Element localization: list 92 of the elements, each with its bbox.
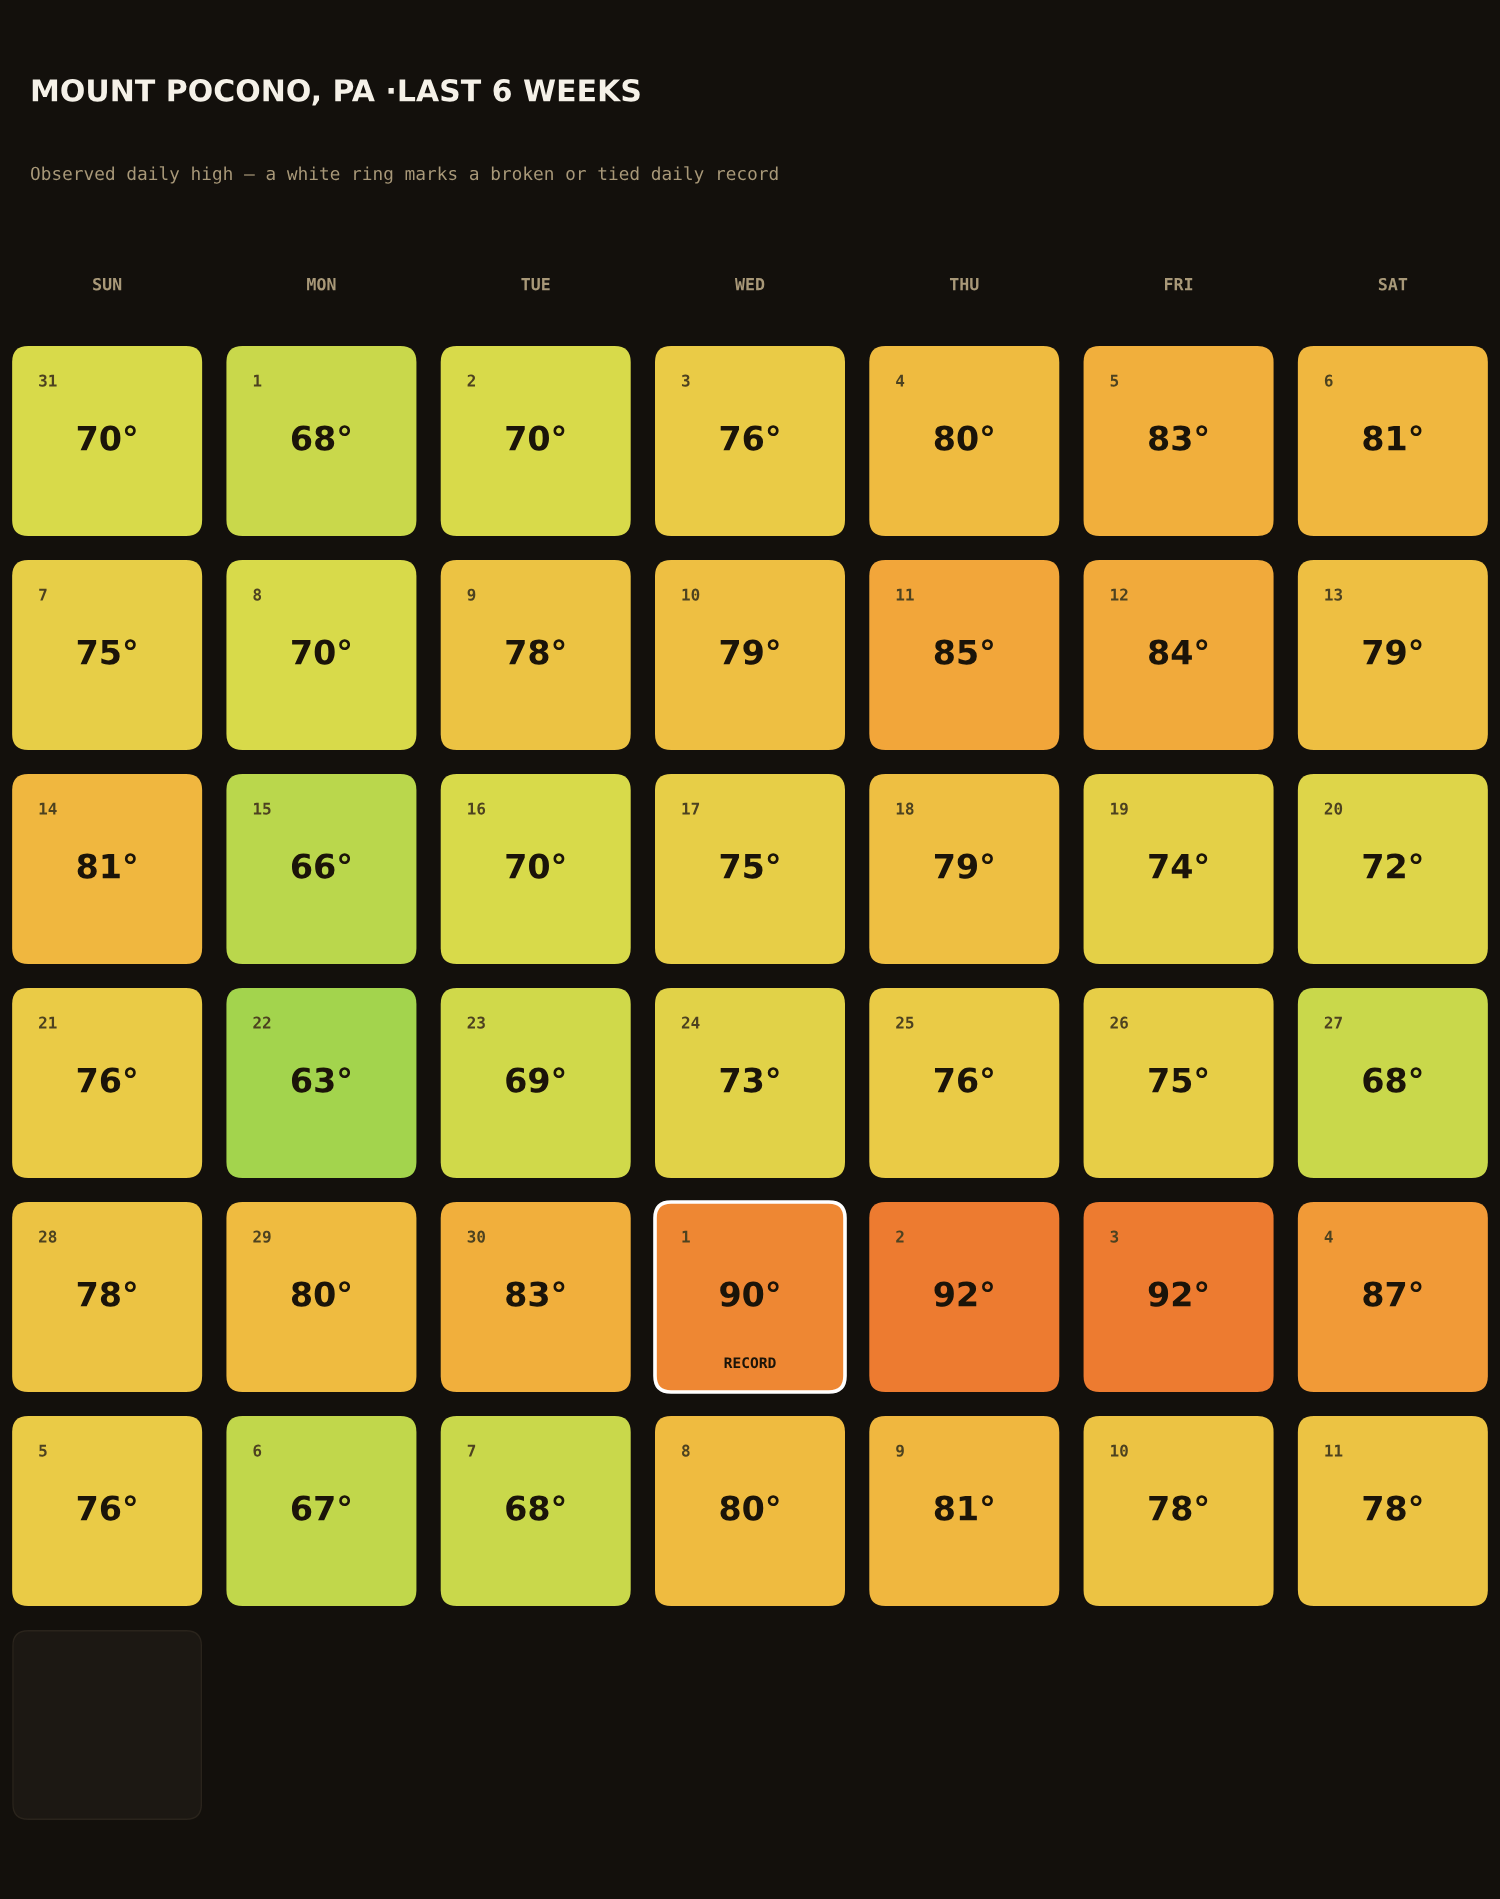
annotation: 7 [39,588,47,601]
data-label: 78° [1149,1495,1208,1521]
chart-subtitle: Observed daily high — a white ring marks a broken or tied daily record [31,166,778,184]
data-label: 79° [720,639,779,665]
annotation: 13 [1325,588,1343,601]
data-label: 87° [1363,1281,1422,1307]
data-label: 66° [291,853,351,879]
data-label: 68° [1363,1067,1422,1093]
data-label: 68° [291,425,351,451]
data-label: 80° [291,1281,351,1307]
data-label: 79° [1363,639,1422,665]
data-label: 76° [77,1495,136,1521]
data-label: 84° [1149,639,1208,665]
annotation: 19 [1111,802,1128,815]
annotation: 6 [253,1444,262,1457]
chart-title: MOUNT POCONO, PA ·LAST 6 WEEKS [32,79,640,106]
annotation: 4 [896,374,905,387]
x-tick-label: THU [949,278,979,291]
annotation: 29 [253,1230,271,1243]
annotation: 1 [253,374,262,387]
data-label: 78° [77,1281,136,1307]
annotation: 26 [1110,1016,1128,1029]
data-label: 81° [77,853,136,879]
annotation: 25 [896,1016,914,1029]
annotation: 7 [467,1444,476,1457]
data-label: 80° [720,1495,779,1521]
data-label: 74° [1149,853,1208,879]
annotation: 30 [467,1230,485,1243]
data-label: 76° [77,1067,136,1093]
annotation: 3 [681,374,690,387]
annotation: 16 [468,802,486,815]
x-tick-label: FRI [1165,278,1193,291]
annotation: 5 [39,1444,47,1457]
data-label: 92° [1148,1281,1208,1307]
data-label: 81° [1363,425,1422,451]
data-label: 69° [506,1067,565,1093]
annotation: 6 [1324,374,1333,387]
annotation: 21 [39,1016,57,1029]
data-label: 73° [720,1067,779,1093]
data-label: 70° [77,425,136,451]
annotation: 3 [1110,1230,1119,1243]
data-label: 81° [934,1495,993,1521]
x-tick-label: MON [307,277,336,291]
data-label: 92° [934,1281,993,1307]
annotation: 12 [1111,588,1128,601]
annotation: 9 [467,588,476,601]
data-label: 70° [292,639,351,665]
annotation: 15 [253,802,271,815]
annotation: 10 [1111,1444,1128,1457]
data-label: 76° [934,1067,993,1093]
x-tick-label: TUE [521,278,550,291]
annotation: 27 [1324,1016,1342,1029]
annotation: 4 [1324,1230,1333,1243]
data-label: 70° [506,425,565,451]
data-label: 83° [506,1281,565,1307]
annotation: 5 [1110,374,1119,387]
annotation: 17 [682,802,700,815]
annotation: 24 [681,1016,700,1029]
data-label: 79° [934,853,993,879]
data-label: 80° [934,425,993,451]
data-label: 75° [1149,1067,1208,1093]
x-tick-label: SUN [93,277,122,291]
data-label: 75° [77,639,136,665]
annotation: 31 [39,374,57,387]
annotation: 11 [1325,1444,1343,1457]
annotation: 8 [682,1444,690,1457]
data-label: 63° [291,1067,351,1093]
data-label: 70° [506,853,565,879]
data-label: 78° [506,639,565,665]
data-label: 67° [291,1495,351,1521]
data-label: 90° [720,1281,779,1307]
annotation: 23 [467,1016,485,1029]
annotation: 28 [39,1230,57,1243]
data-label: 76° [720,425,779,451]
data-label: 72° [1363,853,1422,879]
annotation: 22 [253,1016,271,1029]
annotation: 9 [896,1444,904,1457]
annotation: 2 [467,374,475,387]
annotation: 14 [39,802,57,815]
data-label: 85° [934,639,993,665]
annotation: 8 [253,588,262,601]
data-label: 83° [1149,425,1208,451]
x-tick-label: SAT [1378,277,1408,291]
annotation: 2 [896,1230,904,1243]
annotation: 11 [896,588,914,601]
x-tick-label: WED [734,278,765,291]
data-label: 78° [1363,1495,1422,1521]
data-label: 68° [506,1495,565,1521]
data-label: 75° [720,853,779,879]
annotation: 18 [896,802,914,815]
annotation: 20 [1324,802,1343,815]
annotation: 10 [682,588,700,601]
